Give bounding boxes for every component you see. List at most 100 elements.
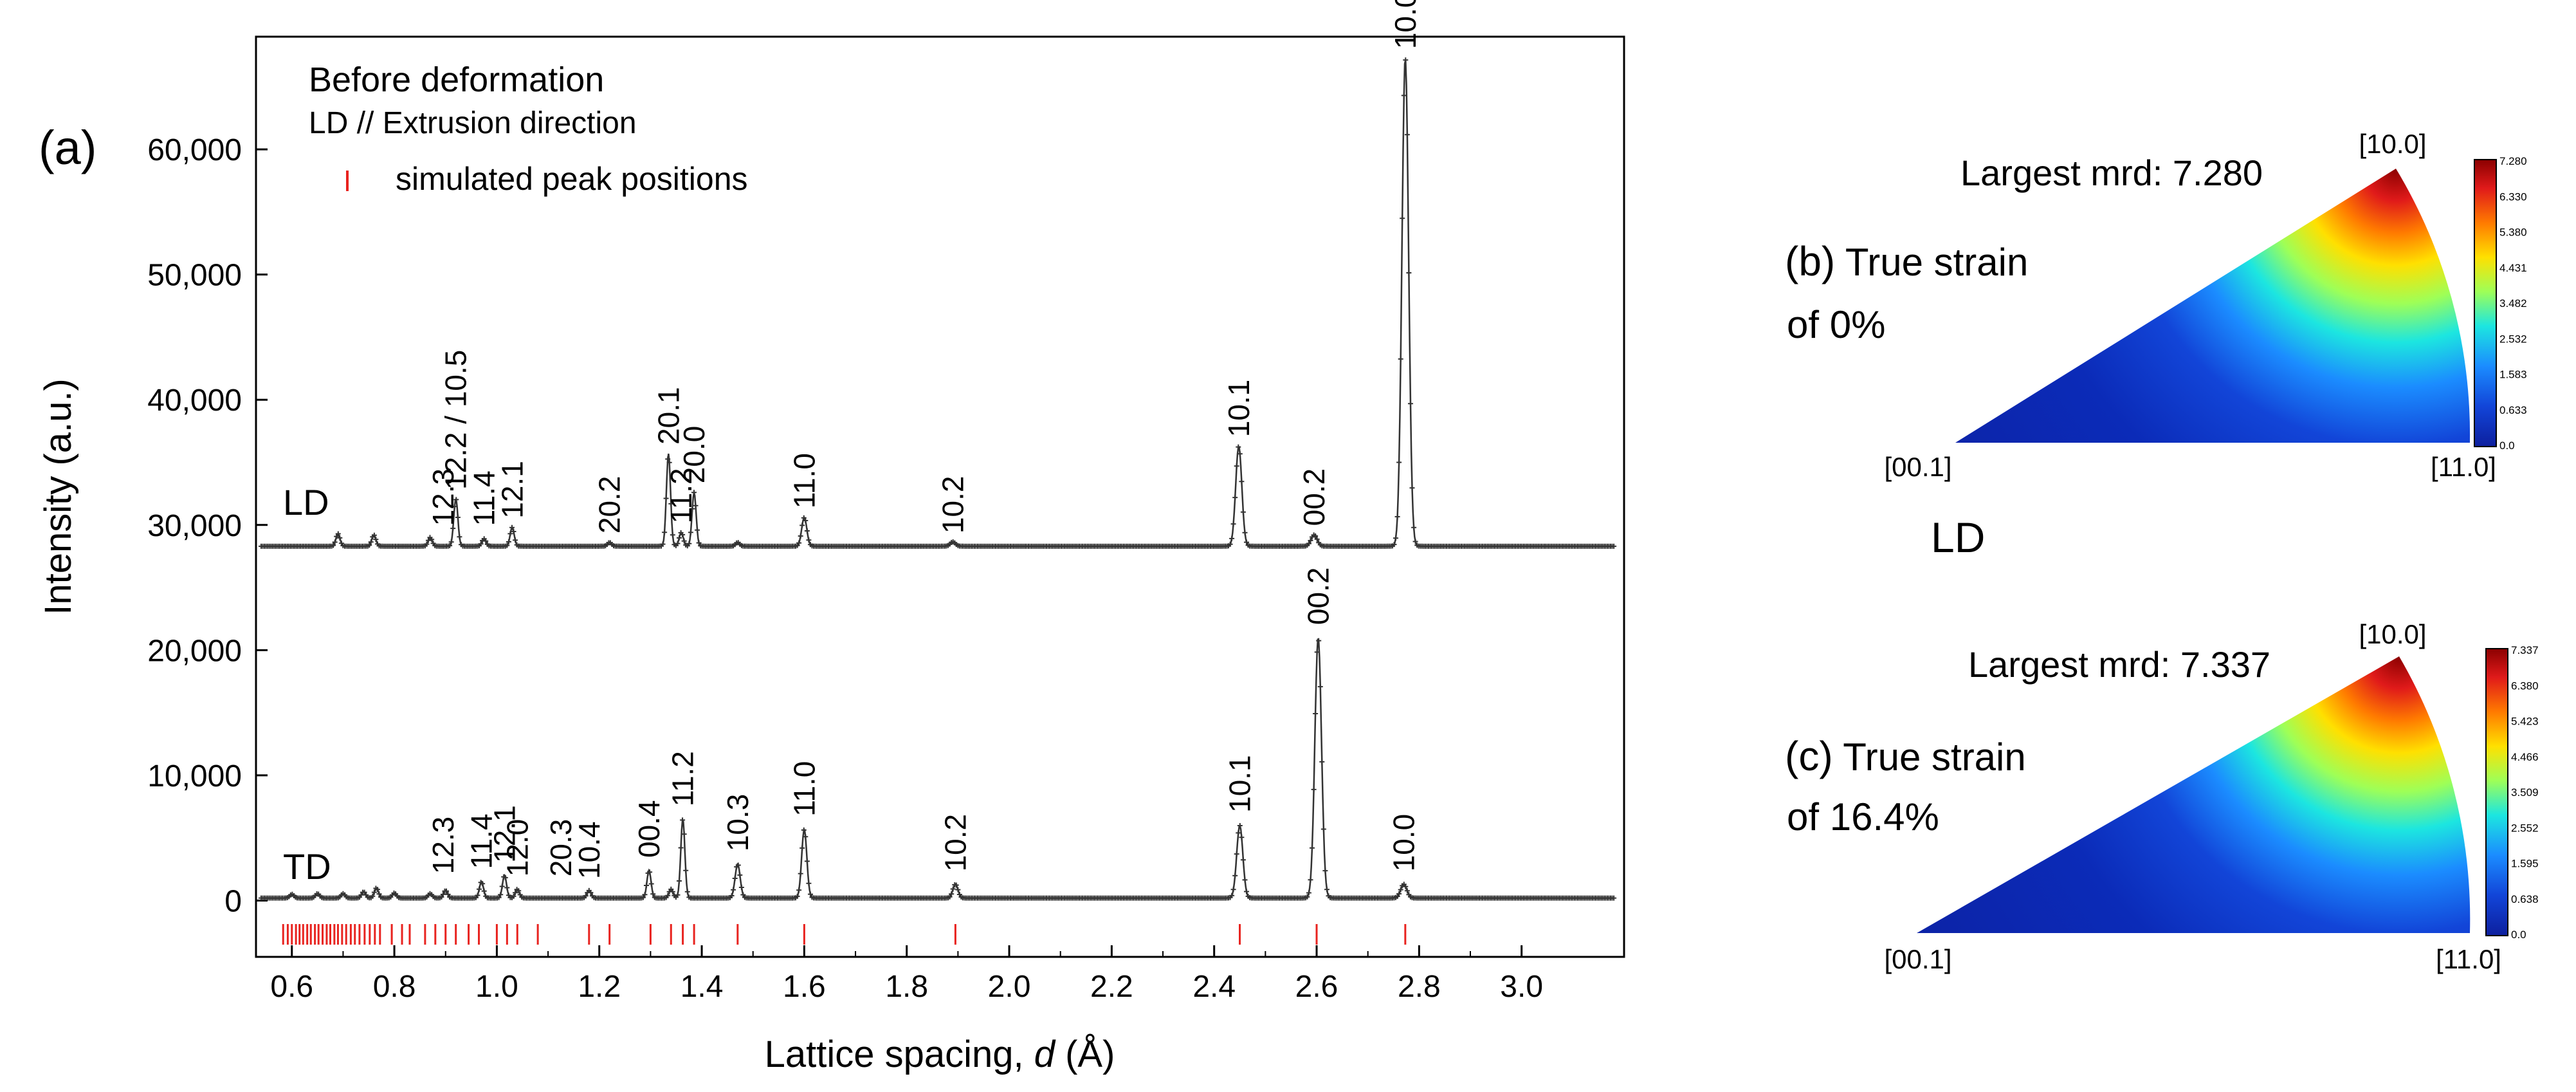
panel-a-label: (a) bbox=[39, 121, 96, 174]
colorbar-tick-label: 7.280 bbox=[2499, 155, 2527, 167]
colorbar-b bbox=[2474, 159, 2497, 447]
peak-label: 10.2 bbox=[938, 814, 972, 872]
colorbar-c bbox=[2485, 648, 2508, 936]
peak-label: 11.2 bbox=[666, 751, 700, 806]
y-tick-labels: 0 10,000 20,000 30,000 40,000 50,000 60,000 bbox=[147, 133, 242, 918]
peak-label: 12.2 / 10.5 bbox=[439, 350, 473, 490]
peak-label: 11.4 bbox=[464, 813, 498, 869]
corner-10-0-b: [10.0] bbox=[2359, 129, 2426, 159]
panel-c-caption1: True strain bbox=[1843, 736, 2026, 779]
trace-label-ld: LD bbox=[283, 482, 329, 523]
x-tick-label: 2.2 bbox=[1090, 970, 1133, 1004]
colorbar-tick-label: 0.0 bbox=[2511, 929, 2526, 941]
colorbar-c-ticks: 7.337 6.380 5.423 4.466 3.509 2.552 1.595 0.638… bbox=[2511, 644, 2539, 941]
colorbar-tick-label: 1.583 bbox=[2499, 369, 2527, 381]
x-tick-label: 2.4 bbox=[1192, 970, 1236, 1004]
colorbar-b-ticks: 7.280 6.330 5.380 4.431 3.482 2.532 1.583 0.633… bbox=[2499, 155, 2527, 452]
colorbar-tick-label: 6.330 bbox=[2499, 190, 2527, 203]
corner-11-0-c: [11.0] bbox=[2436, 944, 2501, 974]
center-ld-label: LD bbox=[1931, 514, 1985, 561]
largest-mrd-c: Largest mrd: 7.337 bbox=[1968, 644, 2270, 685]
peak-label: 10.4 bbox=[572, 821, 606, 879]
peak-label: 10.3 bbox=[721, 794, 754, 852]
corner-00-1-c: [00.1] bbox=[1884, 944, 1951, 974]
peak-labels: 12.312.2 / 10.511.412.1 20.220.111.220.0 1… bbox=[426, 0, 1422, 879]
peak-label: 12.1 bbox=[488, 805, 521, 863]
ipf-triangle-b bbox=[1955, 169, 2471, 443]
simulated-peak-ticks bbox=[282, 924, 1407, 945]
x-axis-label-prefix: Lattice spacing, bbox=[765, 1033, 1034, 1075]
peak-label: 12.3 bbox=[426, 817, 460, 875]
panel-c-letter: (c) bbox=[1785, 733, 1833, 779]
peak-label: 10.0 bbox=[1387, 814, 1420, 872]
peak-label: 20.2 bbox=[593, 476, 626, 534]
x-tick-label: 1.2 bbox=[578, 970, 621, 1004]
colorbar-tick-label: 0.0 bbox=[2499, 440, 2515, 452]
peak-label: 12.0 bbox=[500, 819, 534, 877]
plot-title-line2: LD // Extrusion direction bbox=[309, 106, 637, 140]
y-axis-label: Intensity (a.u.) bbox=[37, 378, 79, 615]
peak-label: 11.0 bbox=[787, 761, 821, 817]
peak-label: 10.0 bbox=[1389, 0, 1422, 49]
peak-label: 11.4 bbox=[467, 470, 500, 526]
ipf-triangle-c bbox=[1917, 656, 2471, 933]
peak-label: 10.1 bbox=[1223, 755, 1257, 813]
corner-10-0-c: [10.0] bbox=[2359, 619, 2426, 649]
x-axis-label-var: d bbox=[1034, 1033, 1056, 1075]
largest-mrd-b: Largest mrd: 7.280 bbox=[1960, 153, 2263, 193]
x-tick-label: 2.8 bbox=[1398, 970, 1441, 1004]
y-tick-label: 40,000 bbox=[147, 384, 242, 418]
x-tick-label: 1.6 bbox=[783, 970, 826, 1004]
x-tick-label: 0.6 bbox=[270, 970, 313, 1004]
colorbar-tick-label: 5.380 bbox=[2499, 227, 2527, 239]
series-traces bbox=[259, 57, 1617, 901]
colorbar-tick-label: 4.431 bbox=[2499, 262, 2527, 274]
peak-label: 12.3 bbox=[426, 468, 460, 526]
y-tick-label: 30,000 bbox=[147, 509, 242, 543]
diffraction-plot: 0 10,000 20,000 30,000 40,000 50,000 60,000 0.… bbox=[147, 0, 1625, 1004]
peak-label: 11.2 bbox=[664, 468, 698, 523]
colorbar-tick-label: 2.552 bbox=[2511, 822, 2539, 834]
y-tick-label: 50,000 bbox=[147, 259, 242, 293]
y-tick-label: 0 bbox=[224, 884, 242, 918]
y-tick-label: 20,000 bbox=[147, 634, 242, 668]
legend-text: simulated peak positions bbox=[396, 161, 748, 197]
y-tick-label: 10,000 bbox=[147, 759, 242, 793]
x-tick-label: 2.0 bbox=[988, 970, 1031, 1004]
colorbar-tick-label: 7.337 bbox=[2511, 644, 2539, 656]
corner-00-1-b: [00.1] bbox=[1884, 452, 1951, 482]
colorbar-tick-label: 3.482 bbox=[2499, 297, 2527, 310]
peak-label: 11.0 bbox=[787, 453, 821, 508]
panel-b-caption1: True strain bbox=[1845, 241, 2029, 284]
corner-11-0-b: [11.0] bbox=[2431, 452, 2496, 482]
colorbar-tick-label: 1.595 bbox=[2511, 858, 2539, 870]
panel-c-label: (c) True strain bbox=[1785, 733, 2026, 779]
colorbar-tick-label: 2.532 bbox=[2499, 333, 2527, 345]
x-tick-label: 3.0 bbox=[1500, 970, 1543, 1004]
series-markers-td bbox=[259, 638, 1617, 901]
panel-b-label: (b) True strain bbox=[1785, 238, 2028, 284]
peak-label: 20.0 bbox=[677, 426, 711, 484]
x-tick-label: 1.0 bbox=[475, 970, 518, 1004]
peak-label: 00.2 bbox=[1301, 568, 1335, 625]
colorbar-tick-label: 0.633 bbox=[2499, 404, 2527, 416]
x-axis-label: Lattice spacing, d (Å) bbox=[765, 1033, 1115, 1075]
peak-label: 00.2 bbox=[1297, 468, 1331, 526]
peak-label: 10.2 bbox=[936, 476, 969, 534]
trace-label-td: TD bbox=[283, 846, 331, 887]
peak-label: 20.3 bbox=[544, 819, 578, 877]
colorbar-tick-label: 3.509 bbox=[2511, 786, 2539, 799]
y-tick-label: 60,000 bbox=[147, 133, 242, 167]
peak-label: 10.1 bbox=[1222, 380, 1256, 438]
x-tick-label: 1.4 bbox=[681, 970, 724, 1004]
x-tick-label: 2.6 bbox=[1295, 970, 1338, 1004]
peak-label: 12.1 bbox=[495, 461, 529, 519]
panel-a: (a) 0 10,000 20,000 30,000 40,000 50,000 60,00… bbox=[37, 0, 1625, 1075]
x-tick-label: 1.8 bbox=[885, 970, 928, 1004]
x-tick-label: 0.8 bbox=[373, 970, 416, 1004]
colorbar-tick-label: 4.466 bbox=[2511, 751, 2539, 763]
colorbar-tick-label: 0.638 bbox=[2511, 893, 2539, 905]
panel-b-caption2: of 0% bbox=[1787, 303, 1885, 346]
peak-label: 00.4 bbox=[632, 800, 666, 858]
